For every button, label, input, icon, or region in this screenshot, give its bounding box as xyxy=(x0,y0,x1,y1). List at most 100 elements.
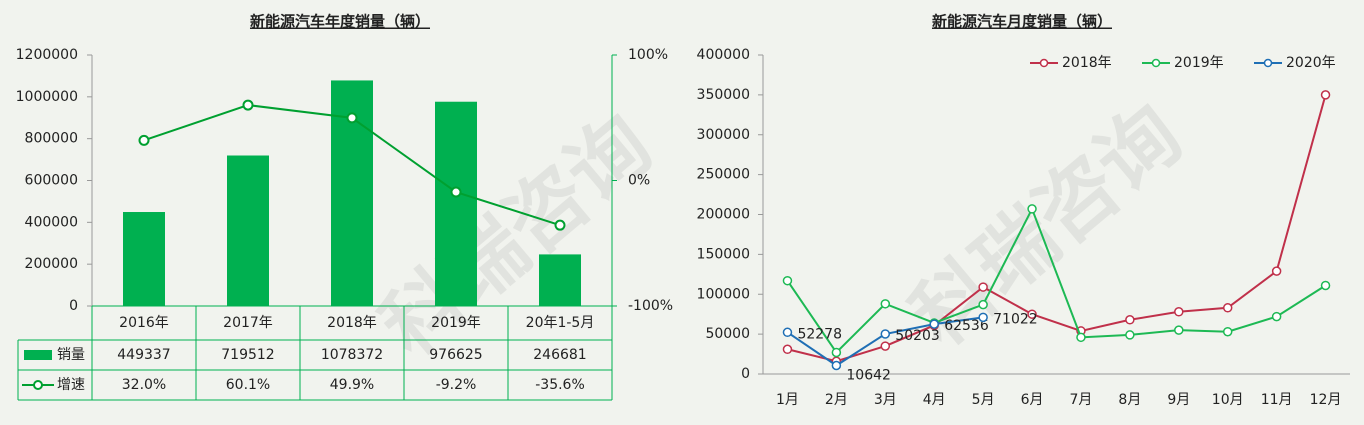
point xyxy=(450,186,462,198)
table-cell: 1078372 xyxy=(321,347,383,363)
data-label: 52278 xyxy=(797,326,842,342)
legend-label: 2018年 xyxy=(1062,55,1112,71)
point xyxy=(929,319,939,329)
legend-swatch xyxy=(1151,58,1161,68)
y-tick-label: 300000 xyxy=(697,127,750,143)
y-tick-label: 150000 xyxy=(697,246,750,262)
x-tick-label: 2016年 xyxy=(119,315,169,331)
point xyxy=(831,360,842,371)
y-tick-label: 800000 xyxy=(25,131,78,147)
point xyxy=(1271,311,1282,322)
x-tick-label: 10月 xyxy=(1212,392,1244,408)
point xyxy=(831,347,842,358)
point xyxy=(880,341,891,351)
y-tick-label: 1000000 xyxy=(16,89,78,105)
y-tick-label: 50000 xyxy=(705,326,750,342)
table-cell: 976625 xyxy=(429,347,482,363)
chart-title: 新能源汽车月度销量（辆） xyxy=(932,13,1112,31)
y2-tick-label: 0% xyxy=(628,173,650,189)
y2-tick-label: -100% xyxy=(628,298,673,314)
line xyxy=(787,94,1327,363)
y-tick-label: 1200000 xyxy=(16,47,78,63)
x-tick-label: 3月 xyxy=(874,392,897,408)
legend-swatch xyxy=(33,380,43,390)
line xyxy=(786,206,1327,355)
chart-title: 新能源汽车年度销量（辆） xyxy=(250,13,430,31)
point xyxy=(978,299,988,310)
legend-label: 增速 xyxy=(57,377,85,393)
point xyxy=(1320,280,1331,291)
point xyxy=(782,275,793,286)
watermark: 科瑞咨询 xyxy=(364,97,669,374)
x-tick-label: 5月 xyxy=(972,392,995,408)
point xyxy=(978,282,988,292)
y-tick-label: 400000 xyxy=(25,214,78,230)
legend-label: 2019年 xyxy=(1174,55,1224,71)
point xyxy=(1174,325,1184,335)
bar xyxy=(227,155,269,306)
point xyxy=(978,312,988,323)
y-tick-label: 350000 xyxy=(697,87,750,103)
y-tick-label: 200000 xyxy=(697,207,750,223)
x-tick-label: 20年1-5月 xyxy=(526,315,595,331)
x-tick-label: 7月 xyxy=(1069,392,1092,408)
point xyxy=(1174,307,1184,317)
table-cell: 49.9% xyxy=(330,377,374,393)
y-tick-label: 0 xyxy=(741,366,750,382)
y-tick-label: 0 xyxy=(69,298,78,314)
point xyxy=(1125,315,1135,325)
data-label: 62536 xyxy=(944,318,989,334)
point xyxy=(1320,90,1331,100)
table-cell: -35.6% xyxy=(535,377,585,393)
legend-swatch xyxy=(24,350,52,360)
bar xyxy=(435,101,477,307)
y2-tick-label: 100% xyxy=(628,47,668,63)
point xyxy=(346,112,358,124)
point xyxy=(554,219,566,231)
y-tick-label: 100000 xyxy=(697,286,750,302)
table-cell: 60.1% xyxy=(226,377,270,393)
point xyxy=(782,344,793,355)
legend-swatch xyxy=(1263,58,1273,68)
point xyxy=(1222,326,1233,337)
bar xyxy=(539,254,581,306)
y-tick-label: 600000 xyxy=(25,173,78,189)
x-tick-label: 6月 xyxy=(1021,392,1044,408)
x-tick-label: 2017年 xyxy=(223,315,273,331)
data-label: 71022 xyxy=(993,311,1038,327)
table-cell: 449337 xyxy=(117,347,170,363)
point xyxy=(880,299,891,309)
bar xyxy=(123,212,165,306)
y-tick-label: 250000 xyxy=(697,167,750,183)
x-tick-label: 8月 xyxy=(1118,392,1141,408)
point xyxy=(1027,204,1037,214)
point xyxy=(782,327,793,338)
x-tick-label: 11月 xyxy=(1261,392,1293,408)
x-tick-label: 9月 xyxy=(1167,392,1190,408)
table-cell: 246681 xyxy=(533,347,586,363)
point xyxy=(1271,266,1282,276)
x-tick-label: 2018年 xyxy=(327,315,377,331)
y-tick-label: 200000 xyxy=(25,256,78,272)
point xyxy=(138,134,150,146)
legend-label: 销量 xyxy=(57,347,85,363)
point xyxy=(1222,303,1233,313)
x-tick-label: 2月 xyxy=(825,392,848,408)
y-tick-label: 400000 xyxy=(697,47,750,63)
legend-label: 2020年 xyxy=(1286,55,1336,71)
point xyxy=(242,99,254,111)
point xyxy=(1027,309,1037,319)
data-label: 50203 xyxy=(895,328,940,344)
table-cell: -9.2% xyxy=(436,377,477,393)
x-tick-label: 12月 xyxy=(1310,392,1342,408)
x-tick-label: 4月 xyxy=(923,392,946,408)
legend-swatch xyxy=(1039,58,1049,68)
point xyxy=(880,329,891,339)
point xyxy=(1125,330,1135,340)
x-tick-label: 1月 xyxy=(776,392,799,408)
x-tick-label: 2019年 xyxy=(431,315,481,331)
table-cell: 719512 xyxy=(221,347,274,363)
point xyxy=(1076,332,1086,343)
